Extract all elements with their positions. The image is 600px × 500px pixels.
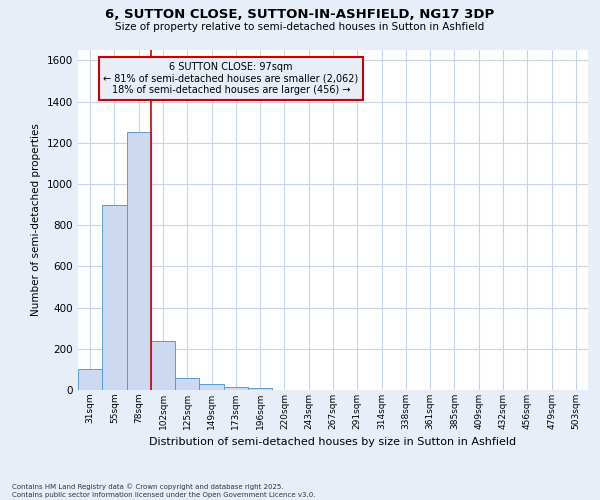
Bar — [102, 204, 127, 390]
Bar — [78, 370, 102, 390]
Bar — [175, 378, 199, 390]
Bar — [224, 387, 248, 390]
Text: Contains HM Land Registry data © Crown copyright and database right 2025.
Contai: Contains HM Land Registry data © Crown c… — [12, 484, 316, 498]
Text: 6, SUTTON CLOSE, SUTTON-IN-ASHFIELD, NG17 3DP: 6, SUTTON CLOSE, SUTTON-IN-ASHFIELD, NG1… — [106, 8, 494, 20]
Bar — [199, 384, 224, 390]
Text: Size of property relative to semi-detached houses in Sutton in Ashfield: Size of property relative to semi-detach… — [115, 22, 485, 32]
Bar — [127, 132, 151, 390]
Bar — [151, 340, 175, 390]
X-axis label: Distribution of semi-detached houses by size in Sutton in Ashfield: Distribution of semi-detached houses by … — [149, 438, 517, 448]
Y-axis label: Number of semi-detached properties: Number of semi-detached properties — [31, 124, 41, 316]
Bar — [248, 388, 272, 390]
Text: 6 SUTTON CLOSE: 97sqm
← 81% of semi-detached houses are smaller (2,062)
18% of s: 6 SUTTON CLOSE: 97sqm ← 81% of semi-deta… — [103, 62, 359, 95]
